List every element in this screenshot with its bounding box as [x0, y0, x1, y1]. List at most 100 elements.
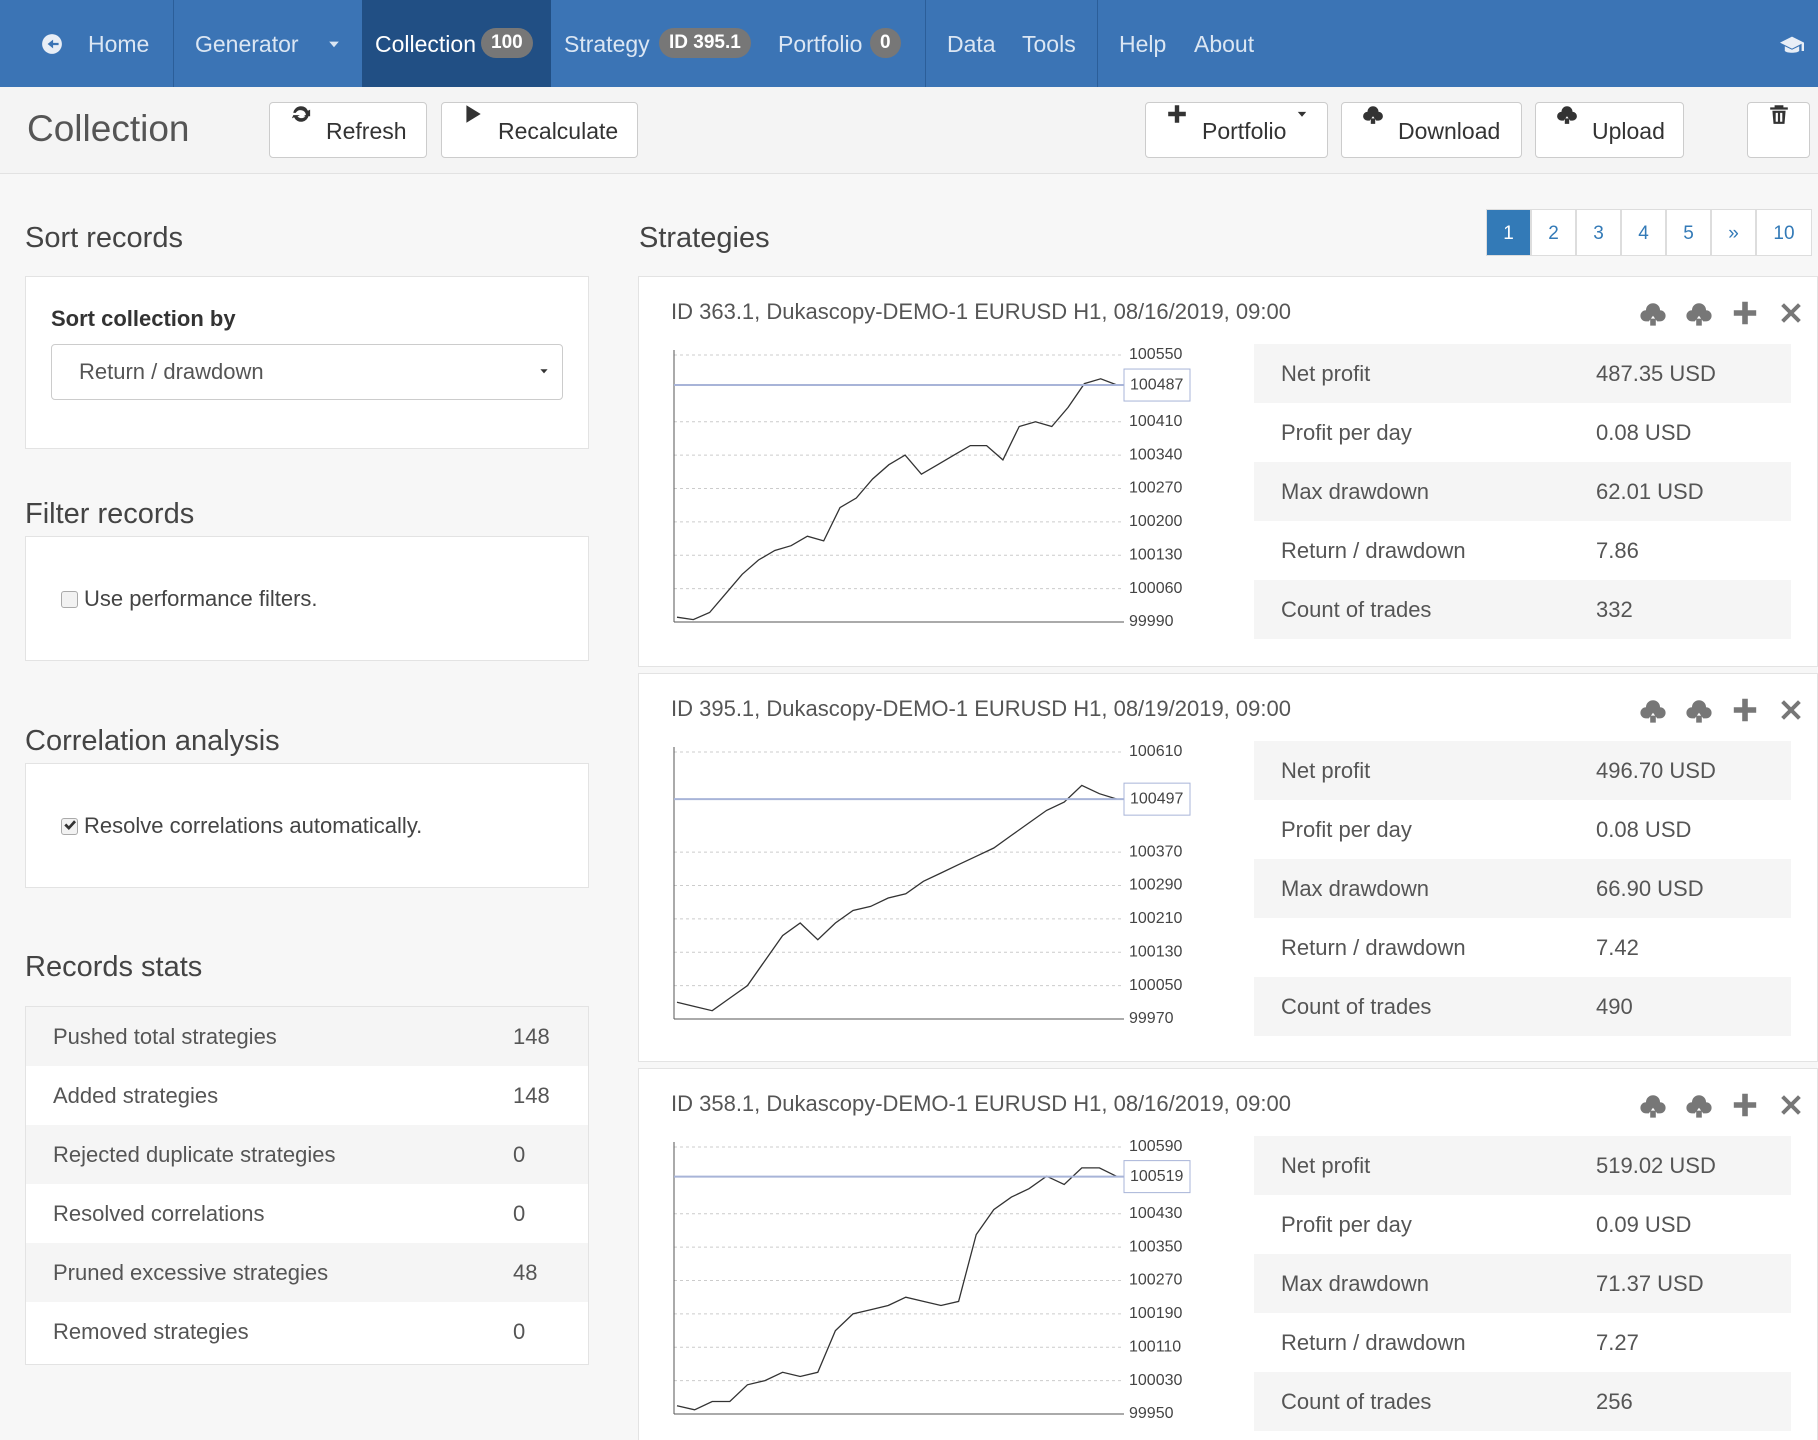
- remove-icon[interactable]: [1777, 299, 1805, 327]
- stat-row: Net profit 487.35 USD: [1254, 344, 1791, 403]
- dropdown-caret-shape: [1297, 111, 1307, 117]
- page-link[interactable]: 5: [1666, 209, 1711, 256]
- stats-value: 0: [513, 1201, 526, 1226]
- upload-icon[interactable]: [1685, 696, 1713, 724]
- nav-item[interactable]: About: [1194, 31, 1255, 57]
- button-label: Portfolio: [1202, 118, 1287, 144]
- stat-value: 7.86: [1596, 538, 1639, 563]
- y-tick-label: 100370: [1129, 843, 1182, 860]
- select-caret: [540, 369, 548, 374]
- nav-item[interactable]: Help: [1119, 31, 1167, 57]
- nav-bar: Home Generator Collection 100 Strategy ID 395…: [0, 0, 1818, 87]
- stats-value: 148: [513, 1024, 550, 1049]
- stat-value: 0.09 USD: [1596, 1212, 1692, 1237]
- button-icon: [1557, 106, 1577, 124]
- remove-icon[interactable]: [1777, 1091, 1805, 1119]
- equity-chart: 99970 100050 100130 100210 100290 100370 10061…: [673, 743, 1191, 1027]
- equity-line: [676, 1167, 1118, 1411]
- sort-select[interactable]: Return / drawdown: [51, 344, 563, 400]
- toolbar-button[interactable]: Refresh: [269, 102, 427, 158]
- page-link[interactable]: 10: [1756, 209, 1812, 256]
- download-icon[interactable]: [1639, 696, 1667, 724]
- stat-value: 71.37 USD: [1596, 1271, 1704, 1296]
- stat-value: 7.27: [1596, 1330, 1639, 1355]
- stat-value: 0.08 USD: [1596, 817, 1692, 842]
- y-tick-label: 99990: [1129, 613, 1174, 630]
- nav-item[interactable]: Generator: [195, 31, 299, 57]
- stat-row: Profit per day 0.08 USD: [1254, 403, 1791, 462]
- stats-label: Resolved correlations: [53, 1201, 265, 1226]
- stats-row: Pruned excessive strategies 48: [26, 1243, 588, 1302]
- toolbar-button[interactable]: Download: [1341, 102, 1522, 158]
- toolbar-button[interactable]: Recalculate: [441, 102, 638, 158]
- nav-item[interactable]: Strategy: [564, 31, 650, 57]
- generator-caret-shape: [329, 41, 339, 48]
- button-icon: [1363, 106, 1383, 124]
- select-caret-shape: [540, 369, 548, 374]
- download-icon-shape: [1640, 700, 1666, 723]
- toolbar-button[interactable]: Portfolio: [1145, 102, 1328, 158]
- button-icon: [291, 106, 311, 122]
- toolbar-button[interactable]: Upload: [1535, 102, 1684, 158]
- equity-chart: 99990 100060 100130 100200 100270 100340 10041…: [673, 346, 1191, 630]
- nav-separator: [173, 0, 174, 87]
- stat-value: 496.70 USD: [1596, 758, 1716, 783]
- trash-icon-shape: [1770, 105, 1788, 124]
- nav-item[interactable]: Tools: [1022, 31, 1076, 57]
- y-tick-label: 100270: [1129, 480, 1182, 497]
- stat-value: 7.42: [1596, 935, 1639, 960]
- delete-button[interactable]: [1747, 102, 1810, 158]
- section-heading: Strategies: [639, 222, 770, 254]
- check-mark: [64, 820, 76, 831]
- current-label: 100497: [1130, 790, 1183, 807]
- y-tick-label: 100610: [1129, 743, 1182, 760]
- page-link[interactable]: 2: [1531, 209, 1576, 256]
- nav-badge: 0: [870, 28, 901, 58]
- nav-item[interactable]: Data: [947, 31, 996, 57]
- stat-label: Return / drawdown: [1281, 1330, 1466, 1355]
- checkbox[interactable]: [61, 591, 78, 608]
- add-icon[interactable]: [1731, 1091, 1759, 1119]
- nav-item[interactable]: Home: [88, 31, 150, 57]
- section-heading: Filter records: [25, 498, 195, 530]
- page-link[interactable]: »: [1711, 209, 1756, 256]
- remove-icon-shape: [1781, 303, 1801, 323]
- checkbox-label: Resolve correlations automatically.: [84, 813, 423, 838]
- nav-item[interactable]: Collection: [375, 31, 476, 57]
- stats-label: Added strategies: [53, 1083, 219, 1108]
- section-heading: Records stats: [25, 951, 203, 983]
- add-icon[interactable]: [1731, 696, 1759, 724]
- stat-value: 519.02 USD: [1596, 1153, 1716, 1178]
- page-link[interactable]: 3: [1576, 209, 1621, 256]
- nav-item[interactable]: Portfolio: [778, 31, 863, 57]
- nav-badge: ID 395.1: [659, 28, 751, 58]
- checkbox[interactable]: [61, 818, 78, 835]
- panel: Use performance filters.: [25, 536, 589, 661]
- stat-value: 62.01 USD: [1596, 479, 1704, 504]
- stat-value: 490: [1596, 994, 1633, 1019]
- download-icon[interactable]: [1639, 299, 1667, 327]
- strategy-title: ID 395.1, Dukascopy-DEMO-1 EURUSD H1, 08…: [671, 696, 1291, 721]
- button-icon-shape: [1363, 106, 1383, 124]
- section-heading: Correlation analysis: [25, 725, 280, 757]
- button-icon-shape: [1557, 106, 1577, 124]
- upload-icon-shape: [1686, 700, 1712, 723]
- upload-icon[interactable]: [1685, 299, 1713, 327]
- download-icon[interactable]: [1639, 1091, 1667, 1119]
- equity-line: [676, 784, 1118, 1012]
- button-icon-shape: [1168, 105, 1186, 123]
- upload-icon[interactable]: [1685, 1091, 1713, 1119]
- y-tick-label: 99950: [1129, 1405, 1174, 1422]
- remove-icon[interactable]: [1777, 696, 1805, 724]
- add-icon[interactable]: [1731, 299, 1759, 327]
- page-link[interactable]: 4: [1621, 209, 1666, 256]
- y-tick-label: 100290: [1129, 877, 1182, 894]
- stat-row: Count of trades 256: [1254, 1372, 1791, 1431]
- stats-label: Rejected duplicate strategies: [53, 1142, 336, 1167]
- y-tick-label: 100410: [1129, 413, 1182, 430]
- stat-label: Return / drawdown: [1281, 538, 1466, 563]
- stat-row: Net profit 519.02 USD: [1254, 1136, 1791, 1195]
- stat-label: Profit per day: [1281, 817, 1412, 842]
- page-link[interactable]: 1: [1486, 209, 1531, 256]
